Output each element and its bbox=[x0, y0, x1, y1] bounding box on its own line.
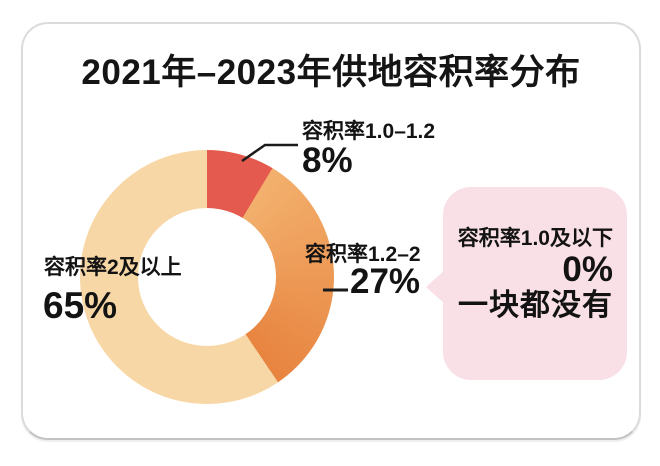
donut-hole bbox=[138, 208, 276, 346]
segment-2-value: 27% bbox=[350, 262, 421, 301]
segment-1-value: 8% bbox=[302, 141, 353, 181]
chart-title: 2021年–2023年供地容积率分布 bbox=[81, 53, 581, 92]
infographic-card: 2021年–2023年供地容积率分布 容积率1.0–1.2 8% 容积率1.2–… bbox=[21, 22, 641, 440]
callout-bubble: 容积率1.0及以下 0% 一块都没有 bbox=[443, 187, 627, 380]
donut-chart bbox=[80, 150, 334, 404]
segment-3-value: 65% bbox=[43, 285, 118, 326]
callout-value: 0% bbox=[562, 250, 613, 290]
segment-label-1: 容积率1.0–1.2 8% bbox=[302, 120, 435, 180]
callout-note: 一块都没有 bbox=[458, 288, 613, 322]
segment-1-name: 容积率1.0–1.2 bbox=[302, 120, 436, 143]
segment-3-name: 容积率2及以上 bbox=[44, 256, 182, 279]
callout-label: 容积率1.0及以下 bbox=[457, 227, 613, 250]
segment-2-name: 容积率1.2–2 bbox=[305, 243, 421, 266]
